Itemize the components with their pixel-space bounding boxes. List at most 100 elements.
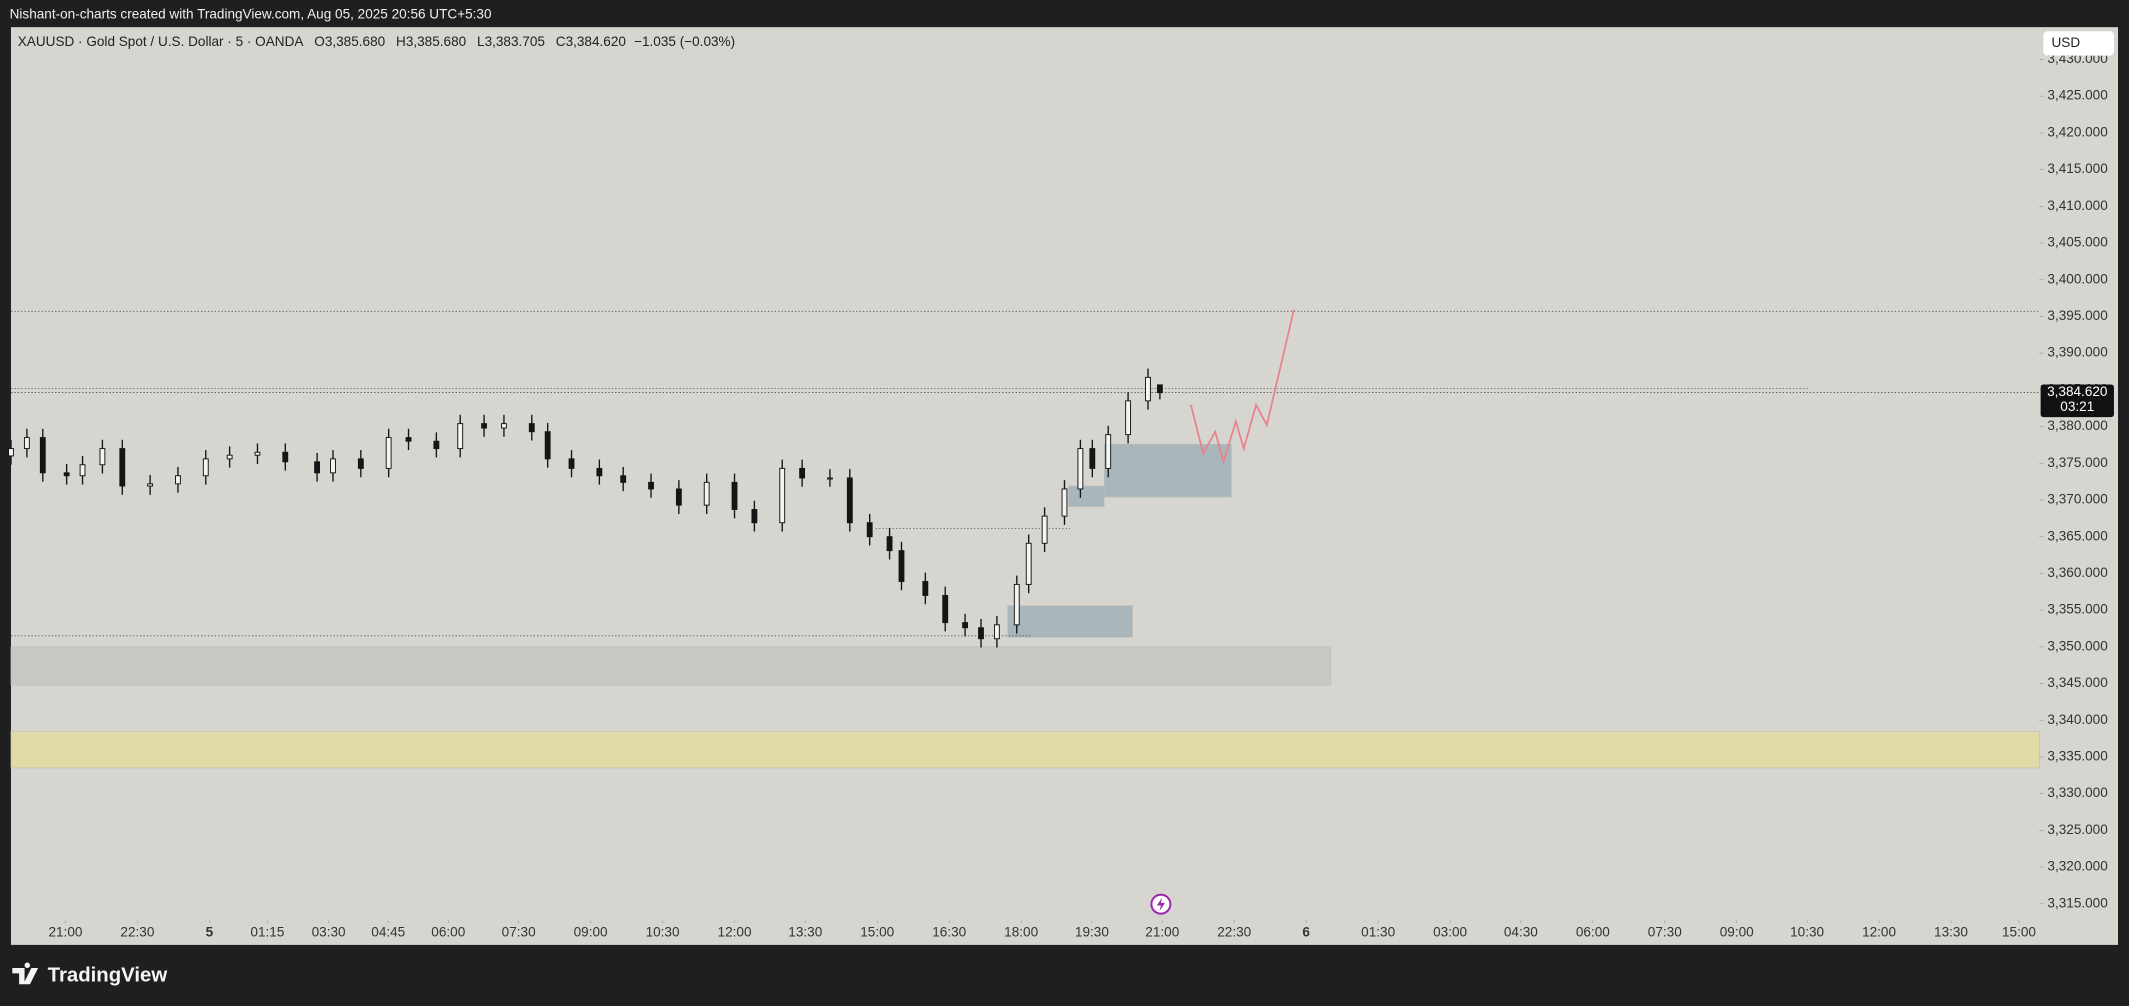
candle-body [799, 467, 806, 479]
chart-header: XAUUSD · Gold Spot / U.S. Dollar · 5 · O… [18, 34, 735, 49]
y-tick-label: 3,355.000 [2047, 602, 2108, 617]
candle-body [568, 458, 575, 469]
y-tick-label: 3,395.000 [2047, 308, 2108, 323]
x-tick-label: 03:00 [1433, 924, 1467, 939]
currency-button[interactable] [2043, 31, 2114, 56]
candle-body [528, 423, 535, 433]
x-tick-label: 13:30 [1934, 924, 1968, 939]
y-tick-label: 3,425.000 [2047, 88, 2108, 103]
x-tick-label: 22:30 [1217, 924, 1251, 939]
candle-body [779, 467, 786, 524]
ohlc-value: 3,383.705 [485, 34, 545, 49]
x-tick-label: 15:00 [2002, 924, 2036, 939]
countdown-label: 03:21 [2060, 399, 2094, 414]
y-tick-label: 3,365.000 [2047, 528, 2108, 543]
candle-body [457, 423, 464, 450]
candle-body [433, 440, 440, 450]
zone [1068, 485, 1105, 507]
x-tick-label: 10:30 [646, 924, 680, 939]
zone [1103, 443, 1232, 498]
candle-body [405, 437, 412, 442]
x-tick-label: 12:00 [1862, 924, 1896, 939]
y-tick-label: 3,375.000 [2047, 455, 2108, 470]
x-tick-label: 04:30 [1504, 924, 1538, 939]
y-tick-label: 3,360.000 [2047, 565, 2108, 580]
candle-body [39, 437, 46, 474]
price-label-box [2040, 384, 2114, 418]
ohlc-key: O [314, 34, 325, 49]
x-tick-label: 15:00 [860, 924, 894, 939]
change-value: −1.035 (−0.03%) [634, 34, 735, 49]
candle-body [1105, 434, 1112, 469]
candle-body [1089, 448, 1096, 469]
candle-body [501, 423, 507, 429]
y-tick-label: 3,320.000 [2047, 859, 2108, 874]
candle-body [282, 451, 289, 463]
candle-body [385, 437, 392, 469]
ohlc-value: 3,385.680 [406, 34, 467, 49]
y-tick-label: 3,315.000 [2047, 895, 2108, 910]
price-label: 3,384.620 [2047, 384, 2108, 399]
candle-body [866, 522, 873, 538]
x-tick-label: 22:30 [120, 924, 154, 939]
zone [10, 646, 1332, 686]
y-tick-label: 3,420.000 [2047, 124, 2108, 139]
candle-body [99, 448, 106, 466]
x-tick-label: 04:45 [371, 924, 405, 939]
candle-body [254, 451, 261, 456]
candle-body [357, 458, 364, 469]
x-tick-label: 18:00 [1004, 924, 1038, 939]
candle-body [79, 464, 86, 477]
candle-body [922, 581, 929, 596]
candle-body [175, 475, 181, 485]
candle-body [8, 448, 14, 457]
y-tick-label: 3,380.000 [2047, 418, 2108, 433]
ohlc-key: C [556, 34, 566, 49]
candle-body [23, 437, 30, 450]
y-tick-label: 3,370.000 [2047, 492, 2108, 507]
x-tick-label: 07:30 [502, 924, 536, 939]
x-tick-label: 03:30 [312, 924, 346, 939]
candle-body [675, 488, 682, 506]
candle-body [63, 472, 70, 477]
candle-body [703, 481, 710, 506]
candle-body [993, 624, 1000, 640]
y-tick-label: 3,390.000 [2047, 345, 2108, 360]
x-tick-label: 16:30 [932, 924, 966, 939]
candle-body [978, 627, 984, 640]
x-tick-label: 5 [206, 924, 214, 939]
y-tick-label: 3,335.000 [2047, 749, 2108, 764]
x-tick-label: 13:30 [788, 924, 822, 939]
x-tick-label: 6 [1302, 924, 1310, 939]
currency-label: USD [2051, 35, 2080, 50]
x-tick-label: 19:30 [1075, 924, 1109, 939]
candle-body [1041, 515, 1048, 544]
candle-body [731, 481, 738, 510]
x-tick-label: 12:00 [718, 924, 752, 939]
y-tick-label: 3,400.000 [2047, 271, 2108, 286]
ohlc-value: 3,384.620 [566, 34, 627, 49]
candle-body [751, 509, 758, 524]
y-tick-label: 3,325.000 [2047, 822, 2108, 837]
ohlc-key: H [396, 34, 406, 49]
candle-body [942, 594, 949, 624]
y-tick-label: 3,345.000 [2047, 675, 2108, 690]
y-tick-label: 3,340.000 [2047, 712, 2108, 727]
y-tick-label: 3,350.000 [2047, 638, 2108, 653]
y-tick-label: 3,410.000 [2047, 198, 2108, 213]
chart-title: XAUUSD · Gold Spot / U.S. Dollar · 5 · O… [18, 34, 305, 49]
y-tick-label: 3,405.000 [2047, 235, 2108, 250]
x-tick-label: 06:00 [1576, 924, 1610, 939]
candle-body [596, 467, 603, 477]
candle-body [330, 458, 336, 474]
candle-body [898, 550, 905, 582]
x-tick-label: 09:00 [574, 924, 608, 939]
candle-body [886, 536, 893, 552]
footer-logo: TradingView [48, 965, 168, 987]
ohlc-key: L [477, 34, 485, 49]
candle-body [226, 454, 233, 460]
x-tick-label: 06:00 [431, 924, 465, 939]
projection-path [1190, 309, 1295, 465]
